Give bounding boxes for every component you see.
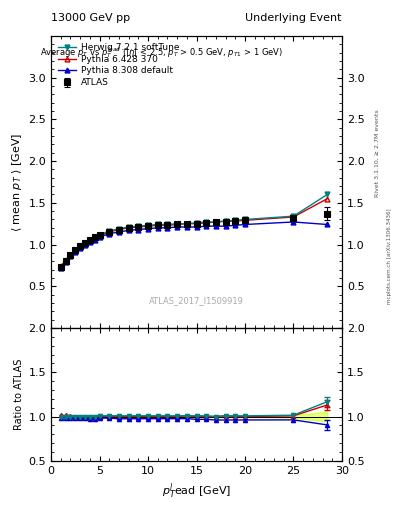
- Pythia 6.428 370: [291, 214, 296, 220]
- Pythia 8.308 default: [165, 225, 170, 231]
- Herwig 7.2.1 softTune: [117, 226, 121, 232]
- Herwig 7.2.1 softTune: [92, 234, 97, 240]
- Herwig 7.2.1 softTune: [184, 221, 189, 227]
- Pythia 8.308 default: [68, 253, 73, 259]
- Pythia 8.308 default: [126, 227, 131, 233]
- Pythia 8.308 default: [92, 237, 97, 243]
- Herwig 7.2.1 softTune: [126, 224, 131, 230]
- Herwig 7.2.1 softTune: [233, 217, 238, 223]
- Pythia 8.308 default: [83, 242, 87, 248]
- Herwig 7.2.1 softTune: [146, 222, 151, 228]
- Pythia 6.428 370: [242, 217, 247, 223]
- Pythia 8.308 default: [63, 259, 68, 265]
- Line: Herwig 7.2.1 softTune: Herwig 7.2.1 softTune: [58, 192, 330, 269]
- Herwig 7.2.1 softTune: [88, 237, 92, 243]
- Pythia 6.428 370: [155, 222, 160, 228]
- Pythia 6.428 370: [213, 219, 218, 225]
- Pythia 8.308 default: [242, 221, 247, 227]
- Text: Underlying Event: Underlying Event: [245, 13, 342, 23]
- Pythia 6.428 370: [59, 263, 63, 269]
- Text: Average $p_T$ vs $p_T^{lead}$ ($|\eta|$ < 2.5, $p_T$ > 0.5 GeV, $p_{T1}$ > 1 GeV: Average $p_T$ vs $p_T^{lead}$ ($|\eta|$ …: [40, 45, 283, 59]
- Y-axis label: Ratio to ATLAS: Ratio to ATLAS: [14, 359, 24, 430]
- Pythia 6.428 370: [126, 225, 131, 231]
- Pythia 6.428 370: [92, 234, 97, 240]
- Text: mcplots.cern.ch [arXiv:1306.3436]: mcplots.cern.ch [arXiv:1306.3436]: [387, 208, 391, 304]
- Herwig 7.2.1 softTune: [83, 240, 87, 246]
- Pythia 6.428 370: [136, 224, 141, 230]
- Pythia 6.428 370: [175, 221, 180, 227]
- Text: Rivet 3.1.10, ≥ 2.7M events: Rivet 3.1.10, ≥ 2.7M events: [375, 110, 380, 198]
- Pythia 8.308 default: [325, 221, 330, 227]
- Pythia 6.428 370: [117, 226, 121, 232]
- Herwig 7.2.1 softTune: [242, 217, 247, 223]
- Line: Pythia 8.308 default: Pythia 8.308 default: [58, 220, 330, 270]
- Herwig 7.2.1 softTune: [291, 213, 296, 219]
- Text: 13000 GeV pp: 13000 GeV pp: [51, 13, 130, 23]
- Pythia 8.308 default: [97, 234, 102, 240]
- Pythia 6.428 370: [83, 240, 87, 246]
- Herwig 7.2.1 softTune: [165, 221, 170, 227]
- Herwig 7.2.1 softTune: [155, 221, 160, 227]
- Pythia 8.308 default: [146, 226, 151, 232]
- Y-axis label: $\langle$ mean $p_T$ $\rangle$ [GeV]: $\langle$ mean $p_T$ $\rangle$ [GeV]: [10, 132, 24, 231]
- Legend: Herwig 7.2.1 softTune, Pythia 6.428 370, Pythia 8.308 default, ATLAS: Herwig 7.2.1 softTune, Pythia 6.428 370,…: [55, 40, 182, 90]
- Text: ATLAS_2017_I1509919: ATLAS_2017_I1509919: [149, 295, 244, 305]
- Herwig 7.2.1 softTune: [73, 247, 78, 253]
- Pythia 8.308 default: [107, 230, 112, 237]
- Pythia 8.308 default: [204, 223, 209, 229]
- Herwig 7.2.1 softTune: [68, 252, 73, 259]
- Line: Pythia 6.428 370: Pythia 6.428 370: [58, 196, 330, 269]
- Pythia 6.428 370: [325, 196, 330, 202]
- Pythia 8.308 default: [73, 249, 78, 255]
- Herwig 7.2.1 softTune: [97, 231, 102, 238]
- Pythia 8.308 default: [175, 224, 180, 230]
- Pythia 8.308 default: [213, 223, 218, 229]
- Pythia 6.428 370: [146, 223, 151, 229]
- Pythia 6.428 370: [204, 220, 209, 226]
- Pythia 8.308 default: [117, 229, 121, 235]
- Pythia 6.428 370: [194, 221, 199, 227]
- Pythia 8.308 default: [59, 265, 63, 271]
- Herwig 7.2.1 softTune: [213, 219, 218, 225]
- Herwig 7.2.1 softTune: [107, 228, 112, 234]
- Pythia 6.428 370: [107, 229, 112, 235]
- Pythia 8.308 default: [223, 223, 228, 229]
- Pythia 6.428 370: [68, 251, 73, 258]
- Pythia 6.428 370: [78, 243, 83, 249]
- Pythia 8.308 default: [194, 224, 199, 230]
- Pythia 6.428 370: [63, 258, 68, 264]
- Pythia 6.428 370: [233, 218, 238, 224]
- X-axis label: $p_T^l$ead [GeV]: $p_T^l$ead [GeV]: [162, 481, 231, 501]
- Herwig 7.2.1 softTune: [63, 258, 68, 264]
- Pythia 8.308 default: [136, 226, 141, 232]
- Pythia 8.308 default: [78, 245, 83, 251]
- Pythia 8.308 default: [291, 219, 296, 225]
- Herwig 7.2.1 softTune: [204, 219, 209, 225]
- Herwig 7.2.1 softTune: [175, 221, 180, 227]
- Pythia 8.308 default: [155, 225, 160, 231]
- Pythia 8.308 default: [88, 239, 92, 245]
- Pythia 6.428 370: [184, 221, 189, 227]
- Pythia 8.308 default: [233, 222, 238, 228]
- Pythia 6.428 370: [88, 237, 92, 243]
- Herwig 7.2.1 softTune: [78, 243, 83, 249]
- Herwig 7.2.1 softTune: [136, 223, 141, 229]
- Pythia 6.428 370: [165, 222, 170, 228]
- Pythia 6.428 370: [73, 247, 78, 253]
- Pythia 8.308 default: [184, 224, 189, 230]
- Pythia 6.428 370: [97, 232, 102, 239]
- Pythia 6.428 370: [223, 218, 228, 224]
- Herwig 7.2.1 softTune: [194, 220, 199, 226]
- Herwig 7.2.1 softTune: [59, 264, 63, 270]
- Herwig 7.2.1 softTune: [223, 218, 228, 224]
- Herwig 7.2.1 softTune: [325, 191, 330, 198]
